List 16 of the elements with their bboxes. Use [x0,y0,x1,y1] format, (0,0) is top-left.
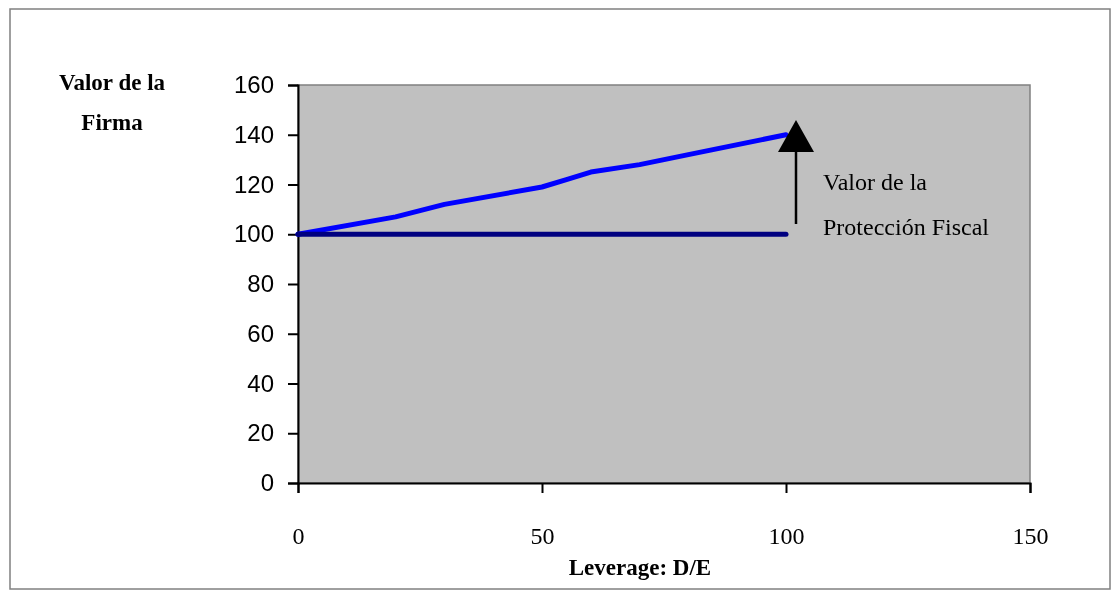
y-tick-label: 20 [247,419,274,447]
y-tick-label: 80 [247,270,274,298]
y-tick-label: 0 [260,469,274,497]
y-tick-label: 120 [233,170,274,198]
y-tick-label: 160 [233,71,274,99]
annotation: Valor de la Protección Fiscal [823,169,990,240]
y-tick-label: 40 [247,369,274,397]
y-tick-label: 140 [233,120,274,148]
x-tick-label: 50 [530,523,555,550]
x-tick-label: 150 [1012,523,1049,550]
x-axis-title: Leverage: D/E [568,555,712,580]
y-tick-label: 60 [247,319,274,347]
x-tick-label: 100 [768,523,805,550]
x-tick-label: 0 [292,523,305,550]
y-axis-title: Valor de la Firma [58,70,166,135]
y-tick-label: 100 [233,220,274,248]
